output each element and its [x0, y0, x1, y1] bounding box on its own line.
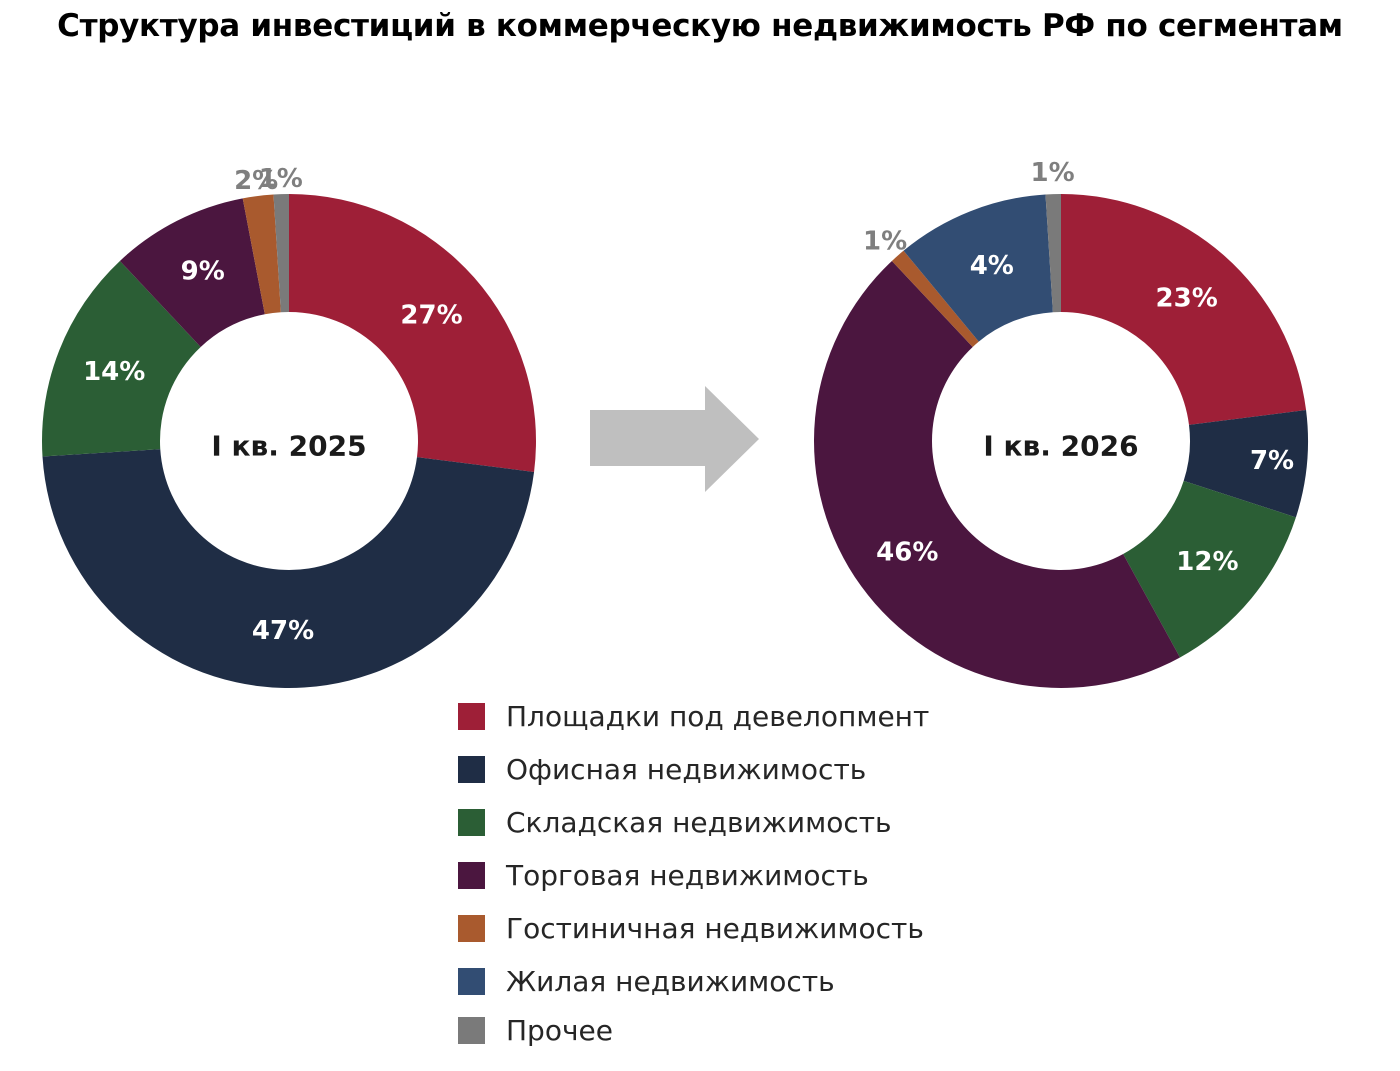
slice-label-hotel: 2% — [234, 166, 278, 196]
slice-label-warehouse: 12% — [1176, 547, 1238, 577]
legend-swatch — [458, 703, 485, 730]
legend-item-development: Площадки под девелопмент — [458, 690, 929, 743]
legend-item-office: Офисная недвижимость — [458, 743, 929, 796]
legend-label: Площадки под девелопмент — [506, 700, 930, 733]
slice-warehouse — [42, 260, 201, 457]
slice-label-office: 47% — [252, 616, 314, 646]
slice-other — [273, 194, 289, 313]
legend-item-other: Прочее — [458, 1008, 929, 1052]
legend-item-retail: Торговая недвижимость — [458, 849, 929, 902]
legend-item-residential: Жилая недвижимость — [458, 955, 929, 1008]
slice-retail — [119, 198, 265, 347]
slice-retail — [813, 260, 1180, 688]
chart-title: Структура инвестиций в коммерческую недв… — [57, 8, 1343, 44]
legend: Площадки под девелопмент Офисная недвижи… — [458, 690, 929, 1052]
legend-item-warehouse: Складская недвижимость — [458, 796, 929, 849]
donut-2026: 23% 7% 12% 46% 1% 4% 1% I кв. 2026 — [813, 158, 1309, 688]
legend-label: Прочее — [506, 1013, 613, 1047]
legend-label: Торговая недвижимость — [506, 859, 869, 892]
donut-2025: 27% 47% 14% 9% 2%1% I кв. 2025 — [42, 164, 536, 688]
slice-label-other: 1% — [1031, 158, 1075, 188]
legend-swatch — [458, 862, 485, 889]
legend-swatch — [458, 809, 485, 836]
legend-label: Офисная недвижимость — [506, 753, 867, 786]
slice-hotel — [242, 194, 281, 315]
slice-label-development: 27% — [400, 300, 462, 330]
slice-label-retail: 46% — [876, 538, 938, 568]
legend-swatch — [458, 756, 485, 783]
slice-development — [289, 194, 536, 472]
legend-swatch — [458, 915, 485, 942]
slice-office — [1183, 410, 1309, 518]
slice-label-warehouse: 14% — [83, 357, 145, 387]
slice-hotel — [891, 250, 979, 347]
slice-label-development: 23% — [1156, 283, 1218, 313]
slice-development — [1061, 194, 1307, 425]
legend-item-hotel: Гостиничная недвижимость — [458, 902, 929, 955]
slice-other — [1045, 194, 1061, 313]
donut-center-label: I кв. 2026 — [983, 430, 1138, 463]
slice-residential — [903, 194, 1053, 342]
slice-label-retail: 9% — [181, 257, 225, 287]
legend-swatch — [458, 968, 485, 995]
legend-label: Складская недвижимость — [506, 806, 892, 839]
slice-label-residential: 4% — [970, 251, 1014, 281]
slice-label-office: 7% — [1250, 446, 1294, 476]
donut-center-label: I кв. 2025 — [211, 430, 366, 463]
slice-label-other: 1% — [259, 164, 303, 194]
legend-label: Жилая недвижимость — [506, 965, 835, 998]
arrow-right-icon — [590, 386, 759, 492]
legend-label: Гостиничная недвижимость — [506, 912, 924, 945]
slice-label-hotel: 1% — [863, 226, 907, 256]
slice-office — [42, 449, 535, 688]
slice-warehouse — [1123, 480, 1296, 658]
legend-swatch — [458, 1016, 485, 1044]
